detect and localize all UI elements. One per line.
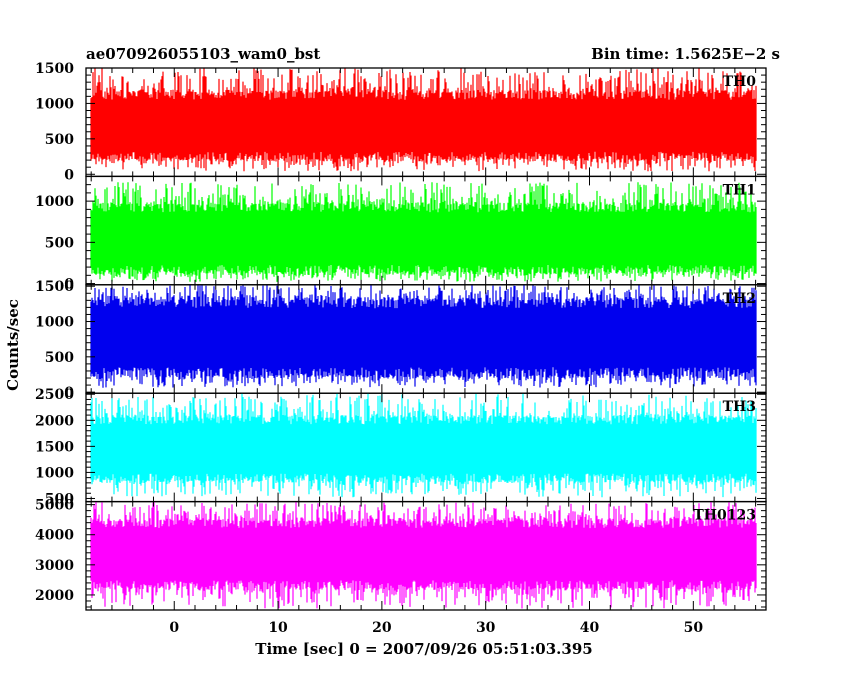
y-tick-label-th2: 500 xyxy=(45,350,74,366)
panel-label-th2: TH2 xyxy=(723,291,756,307)
x-tick-label: 50 xyxy=(684,620,704,636)
series-th0 xyxy=(90,68,757,172)
panel-label-th1: TH1 xyxy=(723,182,756,198)
panel-th1: 0 500 1000 TH1 xyxy=(35,175,767,293)
panel-th0: 0 500 1000 1500 TH0 xyxy=(35,61,767,183)
panel-th0123: 2000 3000 4000 5000 TH0123 xyxy=(35,498,767,611)
y-tick-label-th0: 500 xyxy=(45,132,74,148)
y-tick-label-th3: 1000 xyxy=(35,465,74,481)
y-tick-label-th1: 1000 xyxy=(35,194,74,210)
x-tick-label: 30 xyxy=(476,620,496,636)
panels-group: 0 500 1000 1500 TH0 0 500 1000 TH1 0 500 1000 1500 TH… xyxy=(35,61,767,611)
panel-th2: 0 500 1000 1500 TH2 xyxy=(35,279,767,401)
y-tick-label-th3: 2500 xyxy=(35,387,74,403)
x-tick-label: 0 xyxy=(169,620,179,636)
series-th0123 xyxy=(90,501,757,609)
x-tick-label: 40 xyxy=(580,620,600,636)
y-tick-label-th0: 0 xyxy=(64,167,74,183)
panel-frame-th0123 xyxy=(85,500,767,611)
y-tick-label-th0123: 2000 xyxy=(35,588,74,604)
x-axis: 0 10 20 30 40 50 xyxy=(169,620,703,636)
y-axis-label: Counts/sec xyxy=(4,299,22,391)
series-th1 xyxy=(90,182,757,282)
chart-subtitle: Bin time: 1.5625E−2 s xyxy=(591,45,780,63)
y-tick-label-th0123: 3000 xyxy=(35,558,74,574)
y-tick-label-th0123: 4000 xyxy=(35,528,74,544)
chart-title: ae070926055103_wam0_bst xyxy=(86,45,320,63)
y-tick-label-th1: 500 xyxy=(45,235,74,251)
y-tick-label-th3: 1500 xyxy=(35,439,74,455)
y-tick-label-th0: 1500 xyxy=(35,61,74,77)
y-tick-label-th0123: 5000 xyxy=(35,498,74,514)
x-tick-label: 10 xyxy=(268,620,288,636)
series-th3 xyxy=(90,393,757,498)
y-tick-label-th2: 1500 xyxy=(35,279,74,295)
panel-th3: 500 1000 1500 2000 2500 TH3 xyxy=(35,387,767,507)
y-tick-label-th0: 1000 xyxy=(35,96,74,112)
y-tick-label-th1: 0 xyxy=(64,277,74,293)
panel-label-th3: TH3 xyxy=(723,399,756,415)
y-tick-label-th3: 500 xyxy=(45,491,74,507)
y-tick-label-th2: 0 xyxy=(64,385,74,401)
x-tick-label: 20 xyxy=(372,620,392,636)
panel-label-th0: TH0 xyxy=(723,74,757,90)
series-th2 xyxy=(90,284,757,388)
y-tick-label-th3: 2000 xyxy=(35,413,74,429)
y-tick-label-th2: 1000 xyxy=(35,315,74,331)
x-axis-label: Time [sec] 0 = 2007/09/26 05:51:03.395 xyxy=(255,640,592,658)
panel-label-th0123: TH0123 xyxy=(693,508,756,524)
